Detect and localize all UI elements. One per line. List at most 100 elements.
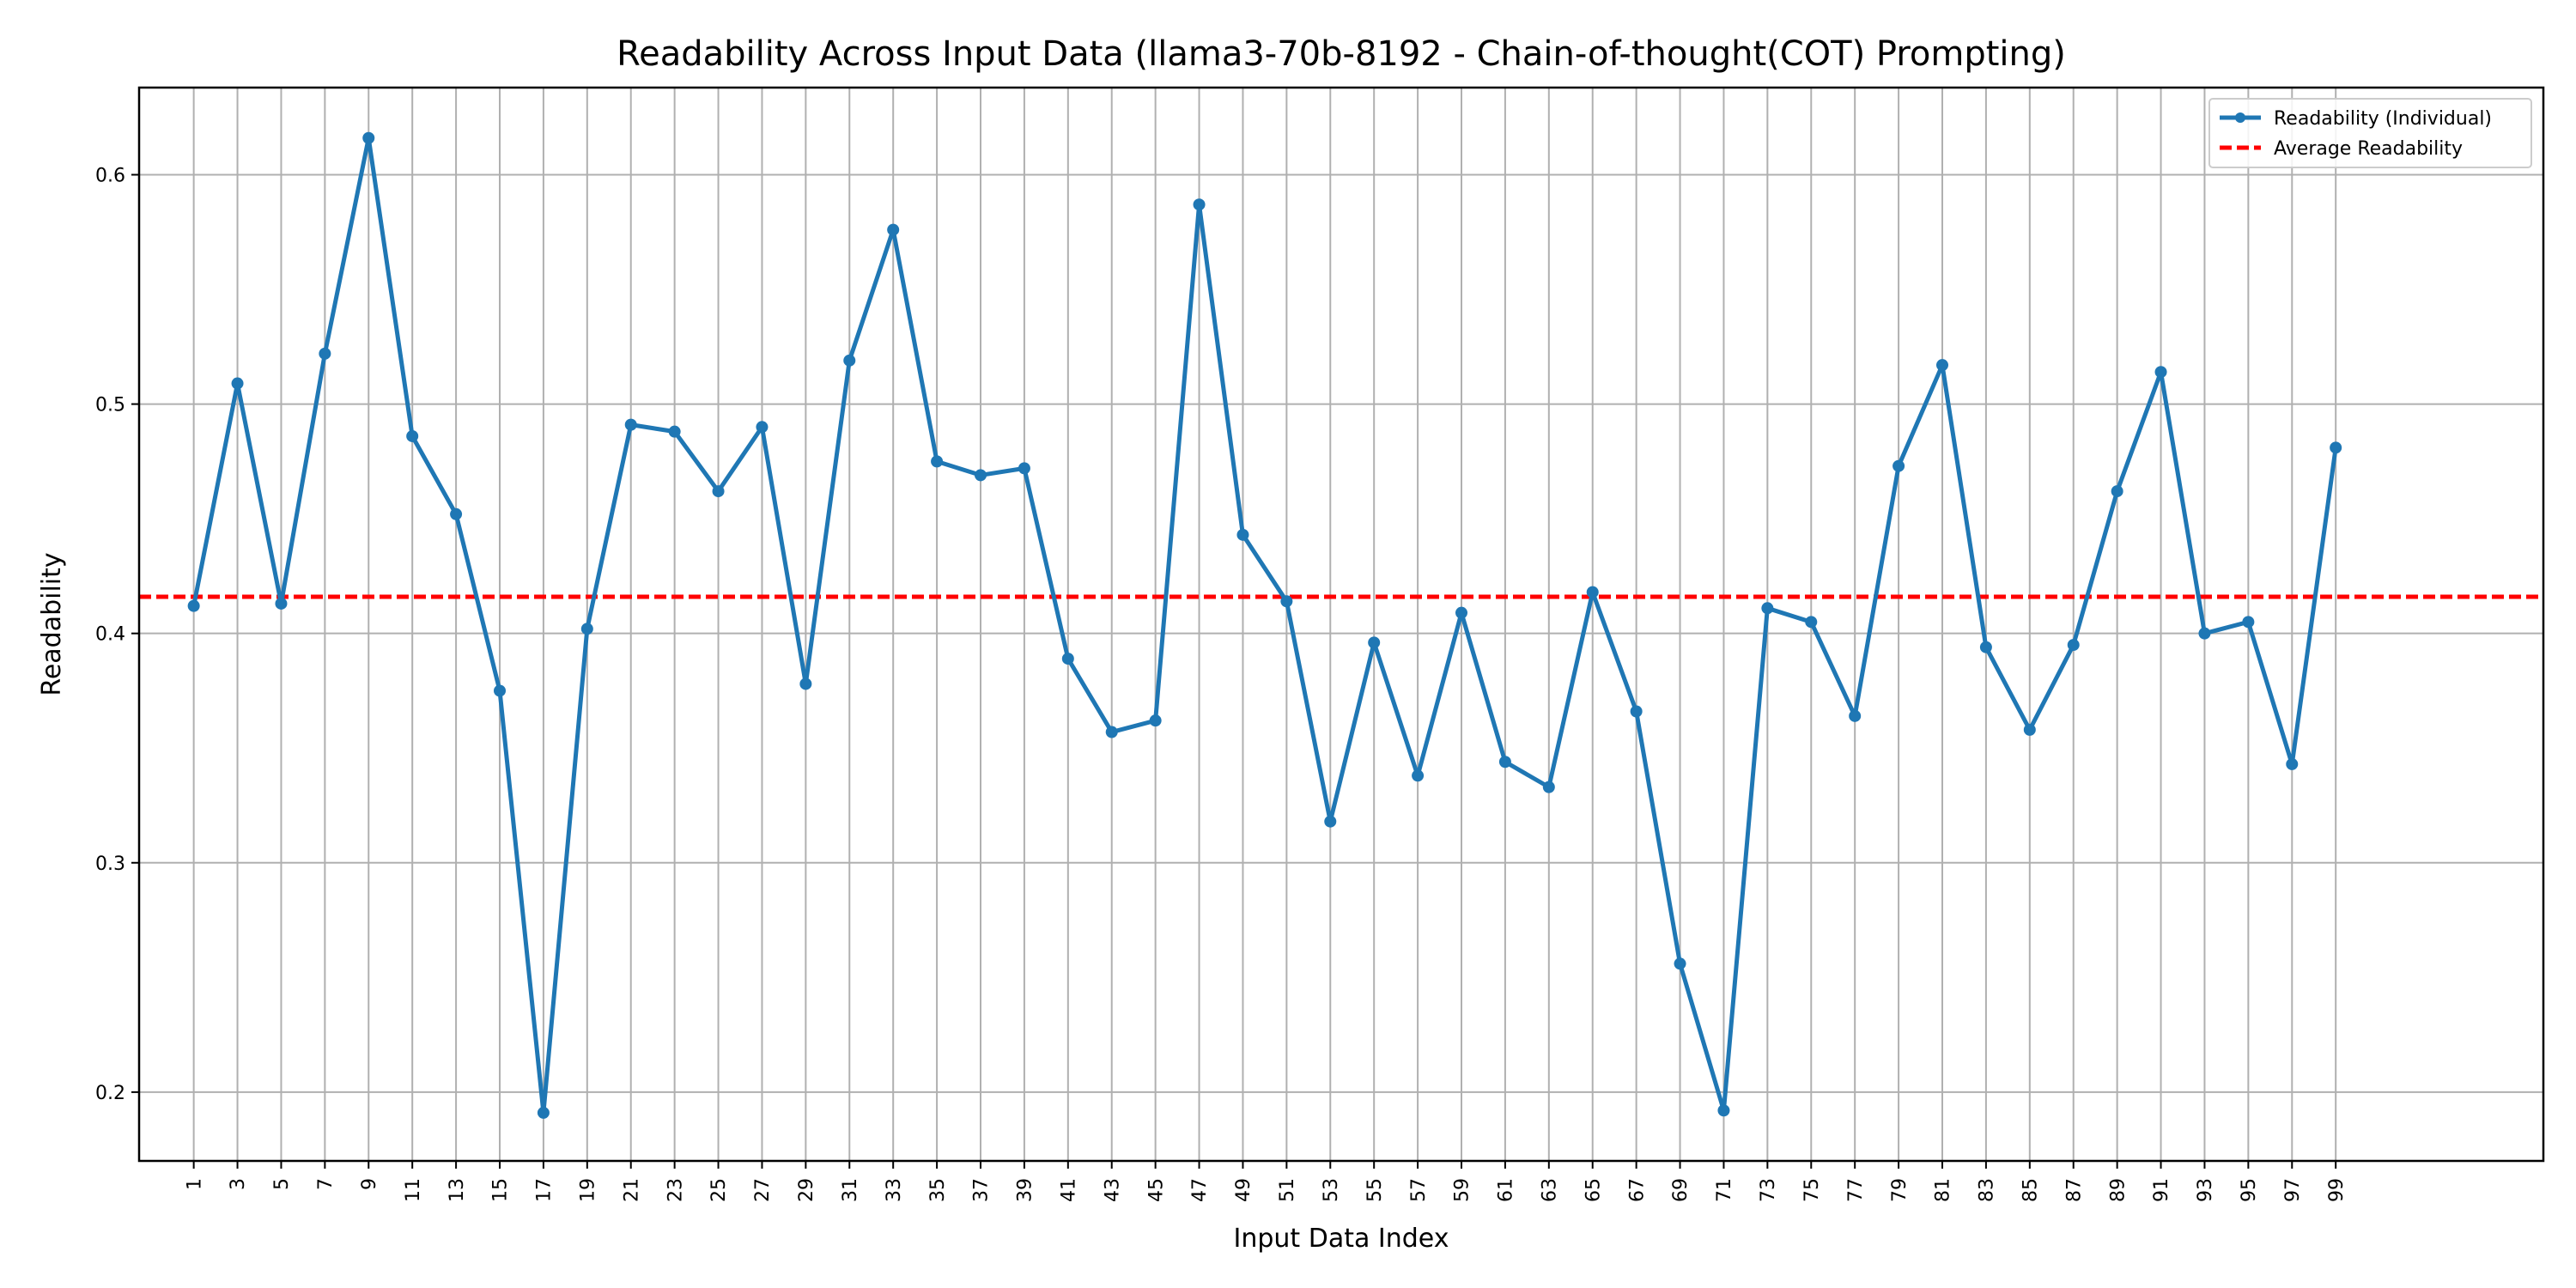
grid [139, 88, 2543, 1161]
x-tick-label: 45 [1145, 1178, 1167, 1202]
data-point [887, 223, 900, 236]
x-tick-label: 11 [403, 1178, 424, 1202]
y-tick-label: 0.2 [95, 1083, 125, 1104]
x-tick-label: 81 [1933, 1178, 1954, 1202]
data-point [1018, 462, 1030, 475]
x-tick-label: 15 [490, 1178, 512, 1202]
y-tick-label: 0.6 [95, 165, 125, 186]
x-tick-label: 97 [2282, 1178, 2304, 1202]
data-point [319, 347, 331, 360]
x-tick-label: 67 [1626, 1178, 1648, 1202]
data-point [1761, 602, 1774, 615]
x-tick-label: 27 [752, 1178, 774, 1202]
data-point [843, 354, 856, 367]
data-point [1455, 606, 1467, 619]
data-point [2198, 627, 2211, 640]
x-tick-label: 17 [534, 1178, 556, 1202]
x-tick-label: 69 [1670, 1178, 1692, 1202]
data-point [406, 429, 419, 442]
x-tick-label: 35 [927, 1178, 949, 1202]
data-point [2286, 757, 2299, 770]
data-point [1193, 198, 1206, 211]
data-point [1805, 616, 1818, 629]
x-tick-label: 5 [271, 1178, 293, 1190]
x-axis-label: Input Data Index [1234, 1224, 1449, 1254]
data-point [756, 421, 769, 434]
x-tick-label: 87 [2063, 1178, 2085, 1202]
x-tick-label: 91 [2151, 1178, 2172, 1202]
x-tick-label: 43 [1102, 1178, 1123, 1202]
data-point [1674, 957, 1686, 970]
x-tick-label: 23 [665, 1178, 686, 1202]
x-tick-label: 73 [1758, 1178, 1779, 1202]
x-tick-label: 19 [578, 1178, 599, 1202]
x-tick-label: 59 [1452, 1178, 1473, 1202]
y-axis-label: Readability [37, 552, 67, 696]
x-tick-label: 3 [228, 1178, 249, 1190]
data-point [580, 623, 593, 635]
x-tick-label: 83 [1977, 1178, 1998, 1202]
x-tick-label: 55 [1364, 1178, 1386, 1202]
x-tick-label: 29 [796, 1178, 817, 1202]
data-point [1105, 726, 1118, 738]
x-tick-label: 31 [840, 1178, 861, 1202]
y-tick-label: 0.3 [95, 854, 125, 875]
x-tick-label: 99 [2326, 1178, 2348, 1202]
data-point [2067, 639, 2080, 652]
data-point [1717, 1104, 1730, 1117]
x-tick-label: 39 [1015, 1178, 1036, 1202]
x-tick-label: 1 [184, 1178, 205, 1190]
data-point [537, 1106, 550, 1119]
legend-marker-swatch [2235, 112, 2245, 123]
x-tick-label: 21 [621, 1178, 642, 1202]
x-tick-label: 79 [1889, 1178, 1911, 1202]
y-tick-label: 0.4 [95, 624, 125, 646]
data-point [362, 131, 375, 144]
data-point [1280, 595, 1293, 608]
y-tick-label: 0.5 [95, 395, 125, 416]
x-tick-label: 47 [1189, 1178, 1211, 1202]
legend-box [2208, 98, 2532, 168]
data-point [187, 599, 200, 612]
chart-title: Readability Across Input Data (llama3-70… [617, 34, 2066, 74]
data-point [624, 418, 637, 431]
data-point [2111, 485, 2123, 498]
data-point [1893, 459, 1905, 472]
data-point [2242, 616, 2255, 629]
x-tick-label: 51 [1277, 1178, 1298, 1202]
x-tick-label: 7 [315, 1178, 337, 1190]
data-point [668, 425, 681, 438]
x-tick-label: 95 [2239, 1178, 2260, 1202]
data-point [799, 677, 812, 690]
data-point [1586, 586, 1599, 598]
x-tick-label: 25 [708, 1178, 730, 1202]
x-tick-label: 89 [2107, 1178, 2129, 1202]
legend-entry-individual: Readability (Individual) [2274, 108, 2492, 130]
data-point [231, 377, 244, 390]
data-point [1542, 781, 1555, 793]
x-tick-label: 75 [1801, 1178, 1823, 1202]
x-tick-label: 63 [1540, 1178, 1561, 1202]
x-tick-label: 93 [2195, 1178, 2216, 1202]
x-tick-label: 71 [1714, 1178, 1735, 1202]
x-tick-label: 37 [971, 1178, 993, 1202]
data-point [1236, 528, 1249, 541]
data-point [2154, 366, 2167, 379]
series-line [191, 136, 2338, 1115]
x-tick-label: 61 [1496, 1178, 1517, 1202]
data-point [1324, 815, 1337, 828]
data-point [1368, 636, 1381, 649]
x-tick-label: 77 [1845, 1178, 1867, 1202]
data-point [1412, 769, 1425, 782]
data-point [1849, 709, 1862, 722]
data-point [975, 469, 987, 482]
x-tick-label: 65 [1583, 1178, 1604, 1202]
data-point [1149, 714, 1162, 727]
data-point [1630, 705, 1643, 718]
data-point [2023, 723, 2036, 736]
x-tick-label: 9 [359, 1178, 380, 1190]
x-tick-label: 49 [1233, 1178, 1255, 1202]
data-point [931, 455, 944, 468]
